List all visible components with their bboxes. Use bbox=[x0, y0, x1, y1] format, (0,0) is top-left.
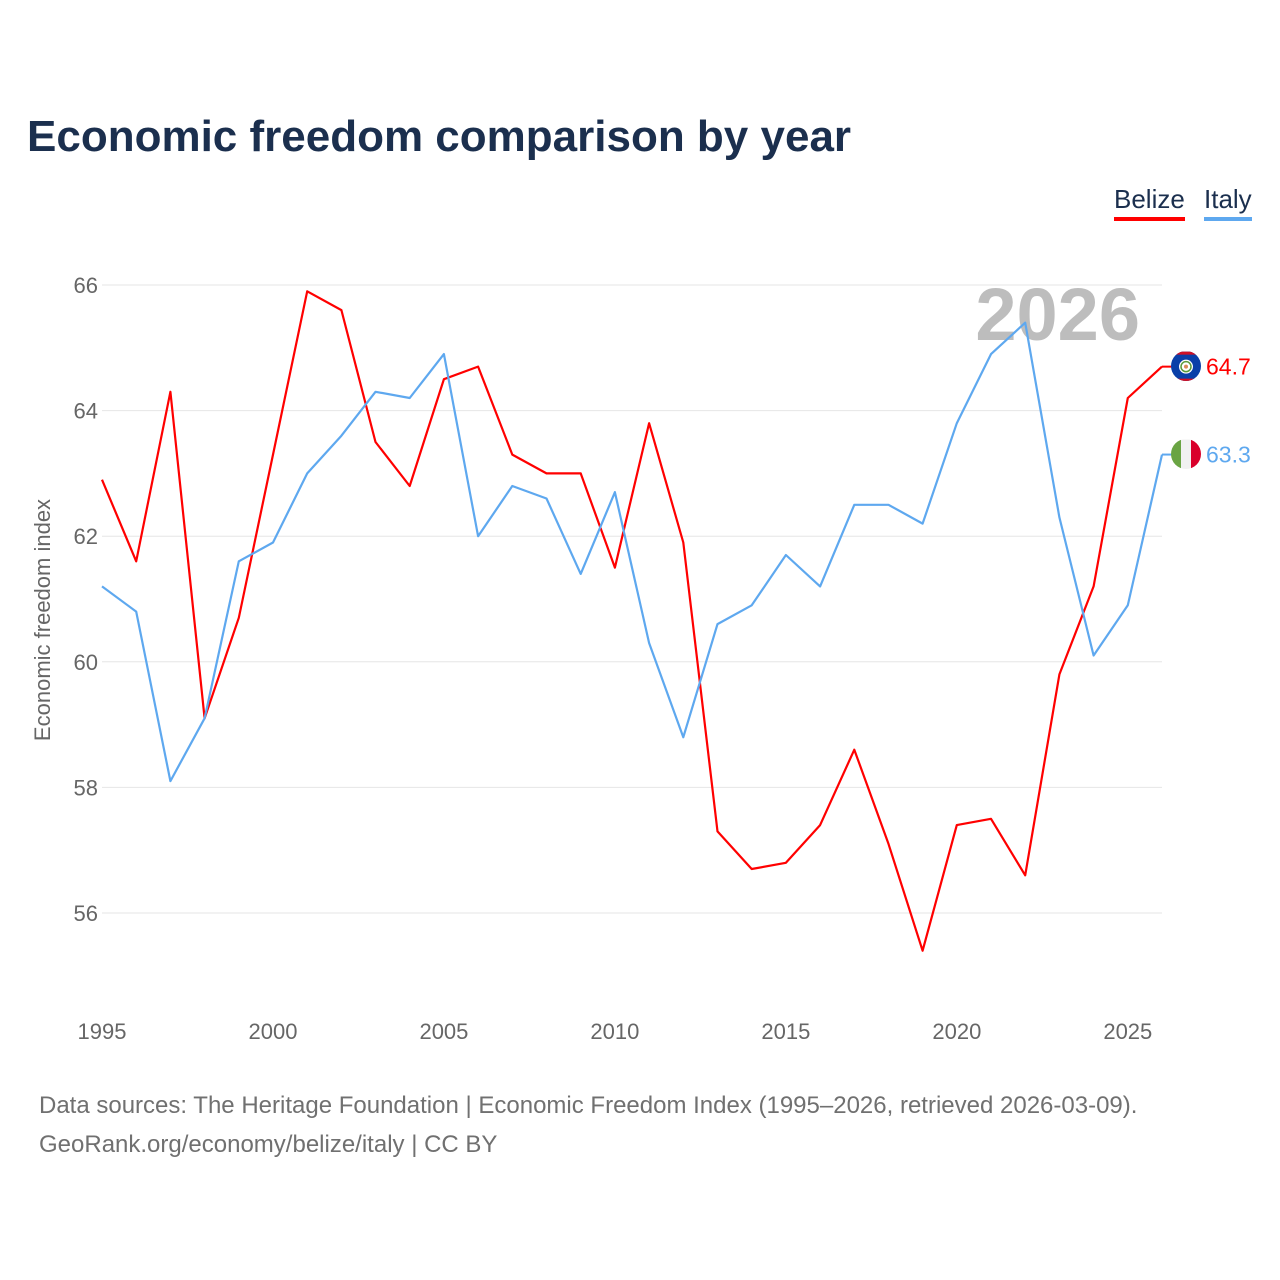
year-watermark: 2026 bbox=[975, 273, 1140, 356]
end-value-label-belize: 64.7 bbox=[1206, 354, 1251, 380]
source-text: Data sources: The Heritage Foundation | … bbox=[39, 1092, 1138, 1119]
y-tick-label: 66 bbox=[74, 273, 98, 298]
chart-title: Economic freedom comparison by year bbox=[27, 112, 852, 161]
legend-item-belize[interactable]: Belize bbox=[1114, 184, 1185, 221]
x-tick-label: 2025 bbox=[1103, 1019, 1152, 1044]
x-tick-label: 2010 bbox=[590, 1019, 639, 1044]
x-tick-label: 2020 bbox=[932, 1019, 981, 1044]
x-tick-label: 2000 bbox=[248, 1019, 297, 1044]
x-tick-label: 1995 bbox=[78, 1019, 127, 1044]
legend-item-italy[interactable]: Italy bbox=[1204, 184, 1252, 221]
y-tick-label: 60 bbox=[74, 650, 98, 675]
y-axis-label: Economic freedom index bbox=[30, 499, 55, 741]
series-line-belize bbox=[100, 290, 1163, 952]
x-tick-label: 2005 bbox=[419, 1019, 468, 1044]
y-tick-label: 56 bbox=[74, 901, 98, 926]
y-tick-label: 58 bbox=[74, 775, 98, 800]
belize-flag-icon bbox=[1171, 351, 1201, 381]
series-line-italy bbox=[101, 321, 1164, 783]
footer: Data sources: The Heritage Foundation | … bbox=[39, 1086, 1137, 1164]
source-link[interactable]: GeoRank.org/economy/belize/italy | CC BY bbox=[39, 1131, 498, 1158]
y-tick-label: 64 bbox=[74, 399, 98, 424]
italy-flag-icon bbox=[1171, 439, 1201, 469]
x-tick-label: 2015 bbox=[761, 1019, 810, 1044]
end-value-label-italy: 63.3 bbox=[1206, 442, 1251, 468]
y-tick-label: 62 bbox=[74, 524, 98, 549]
